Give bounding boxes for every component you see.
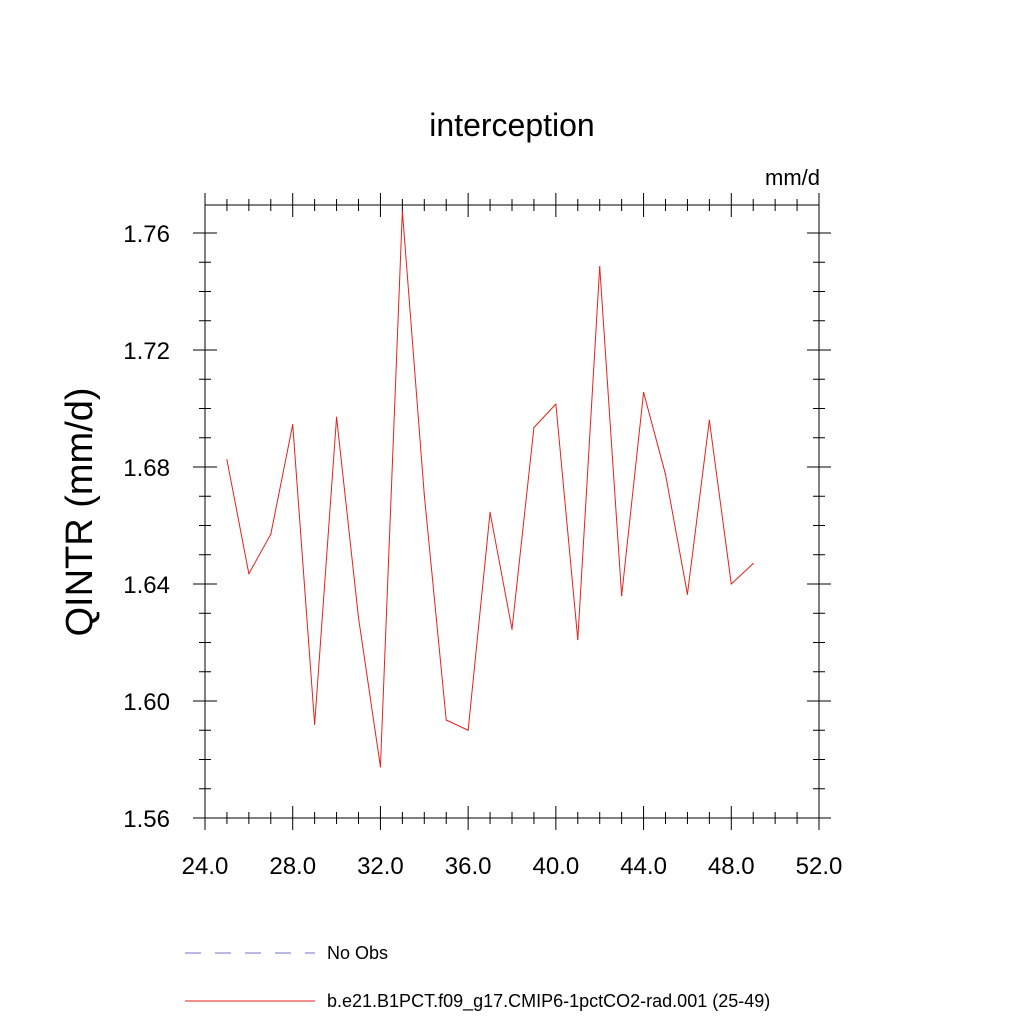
- x-tick-label: 48.0: [708, 853, 755, 880]
- data-point: [730, 583, 732, 585]
- data-point: [577, 638, 579, 641]
- data-point: [292, 423, 294, 426]
- x-tick-label: 32.0: [357, 853, 404, 880]
- data-point: [314, 723, 316, 726]
- series-segment: [489, 512, 513, 630]
- y-tick-label: 1.64: [123, 572, 170, 599]
- series-segment: [292, 424, 316, 725]
- data-point: [248, 573, 250, 575]
- series-segment: [708, 420, 732, 585]
- series-segment: [665, 474, 688, 595]
- data-point: [379, 766, 382, 768]
- series-segment: [577, 266, 601, 640]
- chart-title: interception: [429, 107, 594, 143]
- series-segment: [423, 494, 447, 721]
- data-point: [445, 719, 447, 721]
- series-segment: [446, 719, 469, 731]
- series-segment: [621, 392, 645, 596]
- series-segment: [643, 392, 666, 475]
- series-group: [226, 210, 754, 768]
- legend-label-series: b.e21.B1PCT.f09_g17.CMIP6-1pctCO2-rad.00…: [327, 991, 770, 1012]
- data-point: [664, 473, 667, 475]
- series-segment: [379, 211, 403, 767]
- x-tick-labels: 24.0 28.0 32.0 36.0 40.0 44.0 48.0 52.0: [182, 853, 843, 880]
- data-point: [467, 729, 469, 731]
- data-point: [226, 459, 228, 461]
- x-tick-label: 24.0: [182, 853, 229, 880]
- data-point: [357, 617, 360, 619]
- series-segment: [730, 563, 754, 585]
- x-tick-label: 40.0: [532, 853, 579, 880]
- legend: No Obs b.e21.B1PCT.f09_g17.CMIP6-1pctCO2…: [185, 943, 770, 1012]
- series-segment: [358, 617, 381, 767]
- series-segment: [248, 534, 272, 575]
- data-point: [401, 210, 403, 212]
- series-segment: [336, 417, 359, 618]
- series-segment: [555, 404, 579, 640]
- y-tick-label: 1.56: [123, 806, 170, 833]
- data-point: [752, 562, 754, 565]
- data-point: [511, 628, 513, 630]
- legend-label-no-obs: No Obs: [327, 943, 388, 963]
- data-point: [489, 511, 491, 513]
- series-segment: [270, 424, 294, 535]
- x-tick-label: 52.0: [796, 853, 843, 880]
- series-segment: [226, 459, 250, 574]
- data-point: [686, 593, 689, 595]
- data-point: [270, 533, 272, 535]
- x-tick-label: 44.0: [620, 853, 667, 880]
- y-axis-label: QINTR (mm/d): [59, 387, 101, 636]
- data-point: [335, 416, 338, 418]
- series-segment: [401, 211, 425, 495]
- units-label: mm/d: [765, 165, 820, 190]
- data-point: [423, 494, 425, 496]
- y-tick-labels: 1.56 1.60 1.64 1.68 1.72 1.76: [123, 221, 170, 833]
- data-point: [642, 391, 645, 394]
- y-tick-label: 1.68: [123, 455, 170, 482]
- series-segment: [533, 403, 557, 428]
- y-tick-label: 1.76: [123, 221, 170, 248]
- plot-frame: [204, 204, 820, 819]
- x-tick-label: 28.0: [269, 853, 316, 880]
- y-tick-label: 1.72: [123, 338, 170, 365]
- series-segment: [686, 420, 710, 595]
- data-point: [708, 419, 710, 421]
- series-segment: [511, 427, 535, 630]
- axis-ticks: [193, 193, 831, 830]
- series-segment: [314, 417, 338, 725]
- data-point: [621, 595, 623, 597]
- series-segment: [599, 266, 623, 596]
- x-tick-label: 36.0: [445, 853, 492, 880]
- series-segment: [467, 512, 491, 731]
- data-point: [599, 266, 601, 268]
- data-point: [533, 426, 535, 429]
- y-tick-label: 1.60: [123, 689, 170, 716]
- data-point: [555, 403, 557, 405]
